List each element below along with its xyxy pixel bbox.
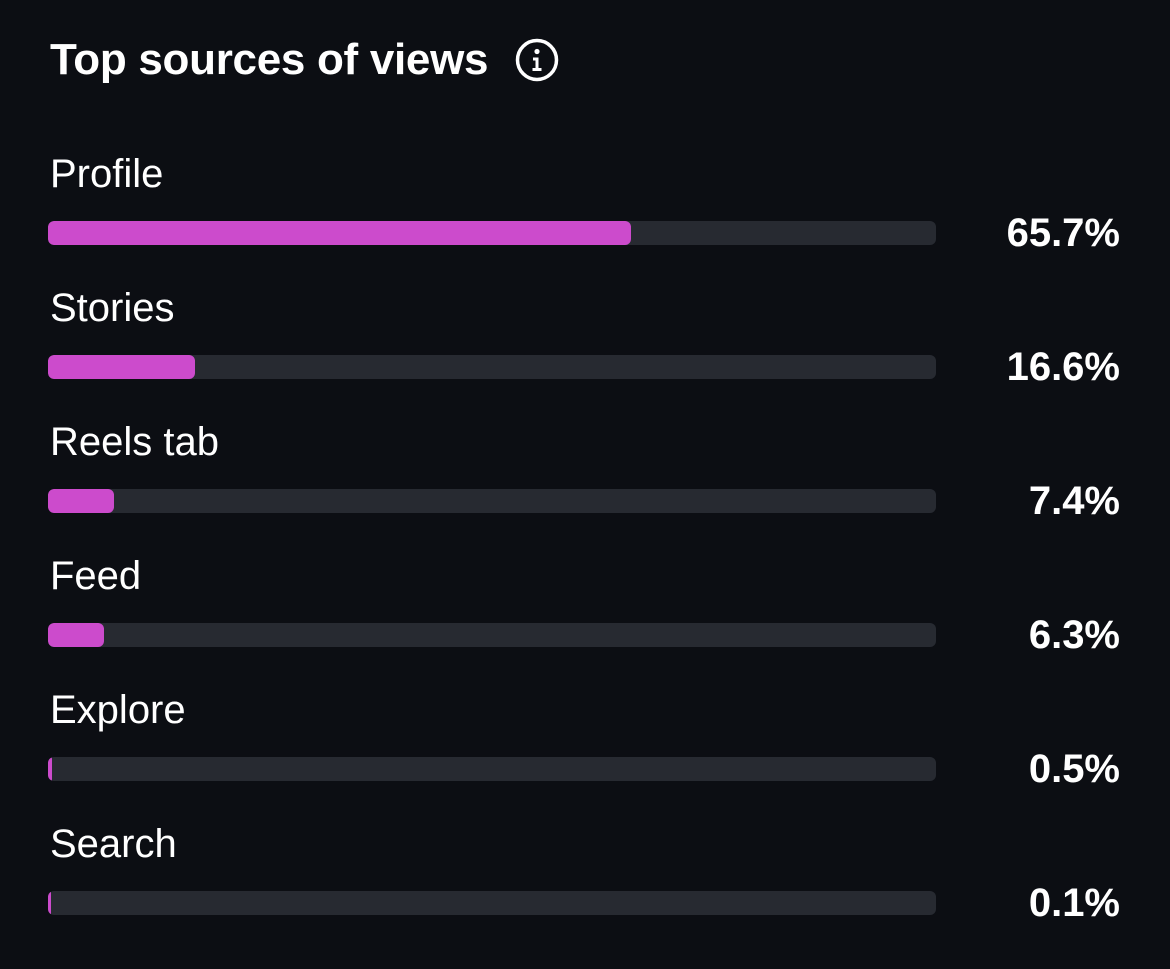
progress-track bbox=[48, 221, 936, 245]
source-percent: 7.4% bbox=[1028, 479, 1120, 523]
progress-track bbox=[48, 623, 936, 647]
progress-track bbox=[48, 757, 936, 781]
source-label: Search bbox=[50, 822, 177, 866]
source-row-reels-tab: Reels tab 7.4% bbox=[0, 417, 1170, 551]
source-percent: 6.3% bbox=[1028, 613, 1120, 657]
section-header: Top sources of views bbox=[50, 32, 560, 88]
source-row-profile: Profile 65.7% bbox=[0, 149, 1170, 283]
progress-track bbox=[48, 489, 936, 513]
source-row-explore: Explore 0.5% bbox=[0, 685, 1170, 819]
progress-fill bbox=[48, 355, 196, 379]
progress-fill bbox=[48, 757, 53, 781]
source-percent: 0.5% bbox=[1028, 747, 1120, 791]
progress-fill bbox=[48, 891, 51, 915]
progress-fill bbox=[48, 623, 104, 647]
source-label: Reels tab bbox=[50, 420, 219, 464]
source-percent: 65.7% bbox=[1006, 211, 1120, 255]
source-row-search: Search 0.1% bbox=[0, 819, 1170, 953]
source-row-feed: Feed 6.3% bbox=[0, 551, 1170, 685]
source-label: Profile bbox=[50, 152, 164, 196]
progress-track bbox=[48, 891, 936, 915]
section-title: Top sources of views bbox=[50, 35, 489, 84]
source-label: Explore bbox=[50, 688, 186, 732]
source-label: Stories bbox=[50, 286, 175, 330]
progress-track bbox=[48, 355, 936, 379]
source-label: Feed bbox=[50, 554, 142, 598]
info-icon[interactable] bbox=[514, 37, 560, 83]
source-percent: 16.6% bbox=[1006, 345, 1120, 389]
source-row-stories: Stories 16.6% bbox=[0, 283, 1170, 417]
progress-fill bbox=[48, 221, 632, 245]
progress-fill bbox=[48, 489, 114, 513]
source-percent: 0.1% bbox=[1028, 881, 1120, 925]
